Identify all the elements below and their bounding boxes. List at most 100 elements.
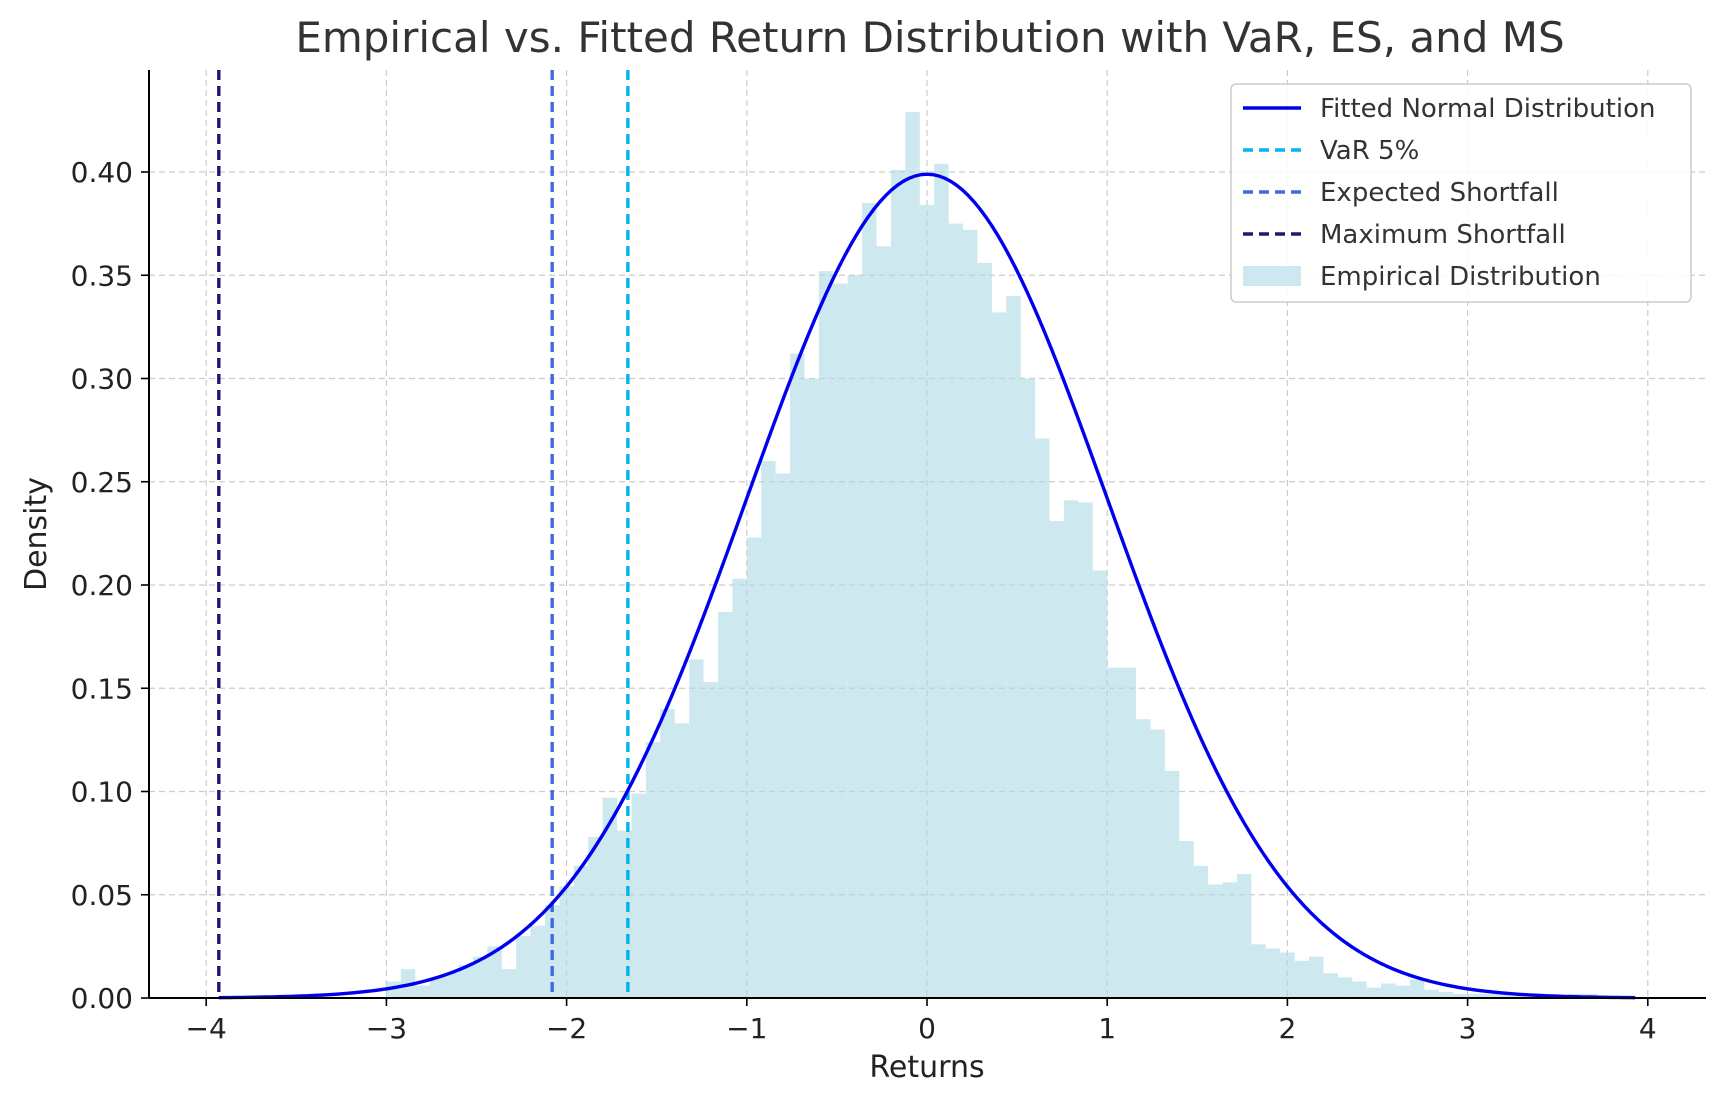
histogram-bar: [530, 925, 545, 998]
histogram-bar: [1510, 995, 1526, 998]
y-ticks: 0.00 0.05 0.10 0.15 0.20 0.25 0.30 0.35 0.40: [71, 156, 149, 1015]
histogram-bar: [573, 865, 589, 998]
histogram-bar: [1020, 378, 1036, 998]
histogram-bar: [1150, 729, 1165, 998]
histogram-bar: [1395, 985, 1410, 998]
histogram-bar: [761, 461, 776, 999]
legend-label-es: Expected Shortfall: [1320, 178, 1559, 208]
histogram-bar: [631, 793, 646, 998]
legend-label-fitted: Fitted Normal Distribution: [1320, 94, 1655, 124]
y-tick-label: 0.10: [71, 776, 133, 809]
histogram-bar: [905, 112, 920, 999]
y-tick-label: 0.15: [71, 672, 133, 705]
histogram-bar: [1035, 438, 1050, 998]
histogram-bar: [458, 964, 473, 998]
x-tick-label: 0: [918, 1012, 936, 1045]
y-tick-label: 0.25: [71, 466, 133, 499]
histogram-bar: [674, 723, 690, 998]
histogram-bar: [717, 611, 733, 998]
histogram-bar: [1107, 667, 1122, 998]
histogram-bar: [790, 353, 805, 999]
legend-frame: [1230, 83, 1692, 303]
histogram-bar: [1121, 667, 1137, 998]
legend-label-var: VaR 5%: [1320, 136, 1419, 166]
x-tick-label: 4: [1639, 1012, 1657, 1045]
histogram-bar: [602, 797, 618, 998]
histogram-bar: [890, 169, 906, 998]
histogram-bar: [429, 977, 445, 998]
histogram-bar: [472, 956, 488, 998]
histogram-bar: [660, 708, 675, 998]
legend-label-ms: Maximum Shortfall: [1320, 220, 1566, 250]
histogram-bar: [977, 262, 992, 998]
histogram-bar: [1453, 993, 1468, 998]
y-tick-label: 0.30: [71, 363, 133, 396]
histogram-bar: [1525, 995, 1540, 998]
histogram-bar: [963, 229, 978, 998]
histogram-bar: [559, 886, 574, 998]
x-tick-label: 2: [1278, 1012, 1296, 1045]
histogram-bar: [1496, 993, 1511, 998]
histogram-bar: [833, 283, 848, 998]
histogram-bar: [1092, 570, 1108, 998]
histogram-bar: [1193, 865, 1209, 998]
histogram-bar: [1323, 973, 1338, 998]
histogram-bar: [1424, 989, 1439, 998]
histogram-bar: [934, 163, 949, 999]
histogram-bar: [1309, 956, 1324, 998]
histogram-bar: [1136, 719, 1151, 998]
histogram-bar: [487, 946, 502, 998]
histogram-bar: [516, 936, 531, 998]
histogram-bar: [919, 205, 935, 999]
y-axis-label: Density: [19, 477, 54, 591]
histogram-bar: [1352, 981, 1367, 998]
x-tick-label: −2: [546, 1012, 587, 1045]
x-tick-label: −1: [726, 1012, 767, 1045]
histogram-bar: [847, 275, 863, 998]
histogram-bar: [746, 537, 762, 998]
histogram-bar: [1409, 979, 1425, 998]
histogram-bar: [1337, 977, 1353, 998]
x-tick-label: 1: [1098, 1012, 1116, 1045]
y-tick-label: 0.35: [71, 259, 133, 292]
histogram-bar: [1251, 944, 1266, 998]
histogram-bar: [1164, 770, 1180, 998]
histogram-bar: [818, 271, 834, 998]
histogram-bar: [948, 223, 964, 998]
histogram-bar: [1063, 500, 1079, 998]
histogram-bar: [1078, 502, 1093, 998]
chart-title: Empirical vs. Fitted Return Distribution…: [295, 13, 1564, 62]
x-tick-label: −4: [186, 1012, 227, 1045]
histogram-bar: [862, 202, 877, 999]
y-tick-label: 0.05: [71, 879, 133, 912]
legend-swatch-empirical: [1243, 266, 1301, 286]
histogram-bar: [1467, 993, 1483, 998]
histogram-bar: [444, 973, 459, 998]
histogram-bar: [1179, 841, 1194, 998]
histogram-bar: [703, 682, 718, 998]
histogram-bar: [876, 246, 891, 999]
y-tick-label: 0.20: [71, 569, 133, 602]
fitted-normal-curve: [218, 172, 1636, 1000]
reference-lines: [217, 70, 630, 998]
x-ticks: −4 −3 −2 −1 0 1 2 3 4: [186, 998, 1657, 1045]
histogram-bar: [501, 969, 517, 998]
histogram-bar: [1280, 952, 1295, 998]
histogram-bar: [1049, 520, 1064, 998]
histogram-bar: [1006, 295, 1021, 998]
histogram-bar: [1381, 983, 1396, 998]
y-tick-label: 0.00: [71, 982, 133, 1015]
x-axis-label: Returns: [869, 1050, 984, 1085]
histogram-bar: [1208, 884, 1223, 998]
histogram-bar: [991, 312, 1007, 998]
histogram-bar: [804, 378, 819, 998]
histogram-bar: [1366, 987, 1382, 998]
x-tick-label: −3: [366, 1012, 407, 1045]
histogram-bar: [645, 741, 661, 998]
histogram-bar: [415, 985, 430, 998]
histogram-bar: [1236, 874, 1252, 998]
histogram-bar: [775, 473, 791, 998]
histogram-bar: [1482, 993, 1497, 998]
x-tick-label: 3: [1459, 1012, 1477, 1045]
